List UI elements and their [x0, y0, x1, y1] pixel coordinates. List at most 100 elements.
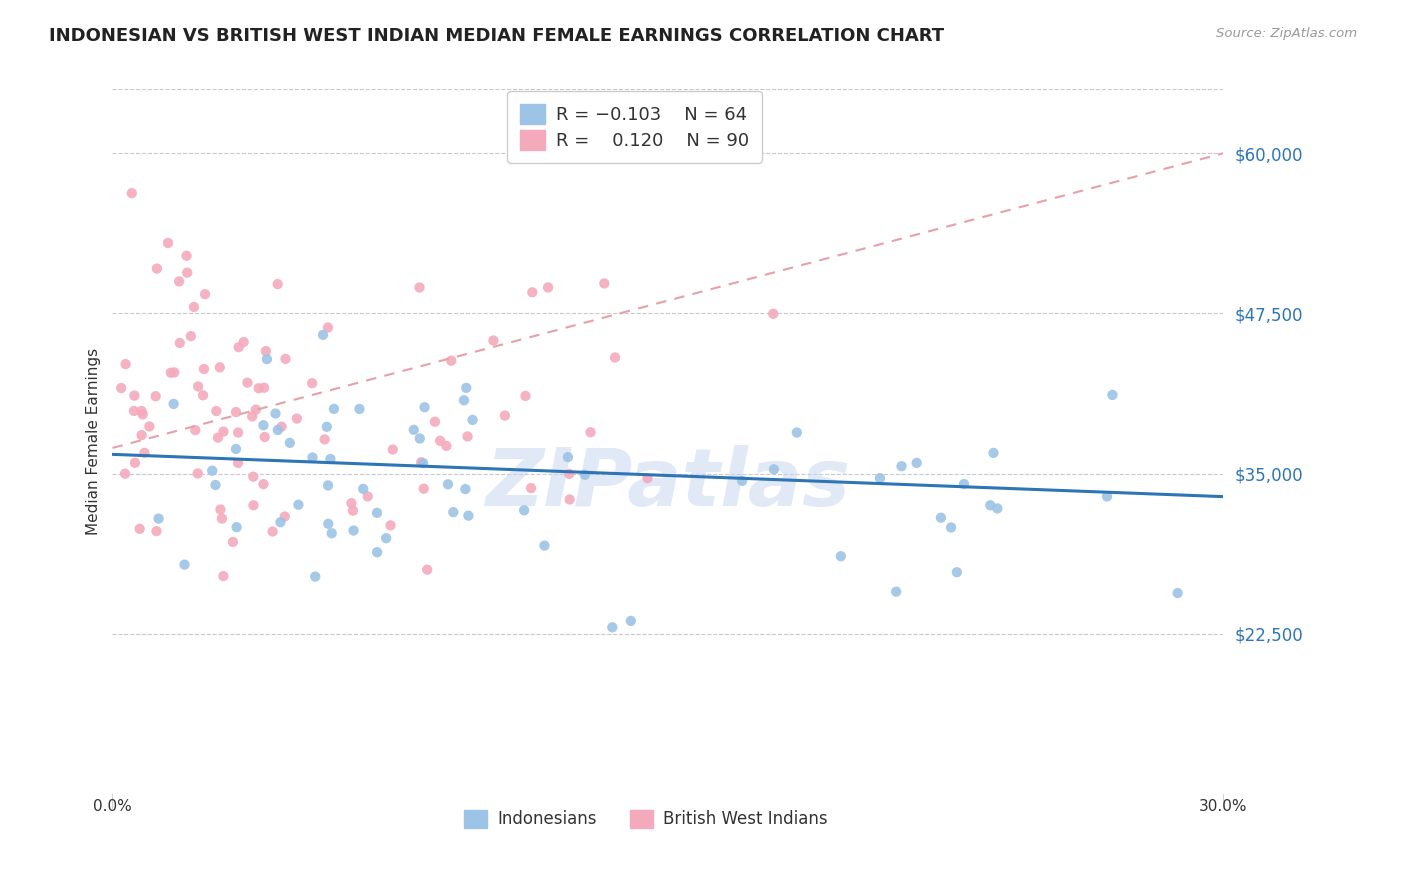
Point — [352, 482, 374, 496]
Point — [205, 404, 228, 418]
Point — [304, 569, 326, 583]
Point — [579, 425, 602, 440]
Point — [366, 545, 388, 559]
Point — [423, 415, 446, 429]
Point — [440, 353, 463, 368]
Point — [187, 467, 209, 481]
Point — [212, 425, 235, 439]
Point — [1101, 388, 1123, 402]
Point — [461, 413, 484, 427]
Point — [173, 558, 195, 572]
Point — [515, 389, 537, 403]
Point — [380, 518, 402, 533]
Point — [375, 531, 398, 545]
Point — [905, 456, 928, 470]
Point — [278, 436, 301, 450]
Point — [402, 423, 425, 437]
Point — [321, 526, 343, 541]
Point — [226, 456, 249, 470]
Point — [884, 584, 907, 599]
Point — [183, 300, 205, 314]
Point — [381, 442, 404, 457]
Point — [437, 477, 460, 491]
Point — [138, 419, 160, 434]
Point — [416, 563, 439, 577]
Point — [786, 425, 808, 440]
Point — [131, 404, 153, 418]
Point — [342, 504, 364, 518]
Point — [157, 235, 180, 250]
Point — [316, 320, 339, 334]
Point — [520, 481, 543, 495]
Point — [408, 280, 430, 294]
Point — [441, 505, 464, 519]
Point — [557, 450, 579, 464]
Point — [194, 287, 217, 301]
Point — [762, 462, 785, 476]
Point — [637, 471, 659, 485]
Point — [269, 515, 291, 529]
Point — [558, 467, 581, 481]
Point — [242, 469, 264, 483]
Point — [247, 381, 270, 395]
Point — [979, 498, 1001, 512]
Point — [121, 186, 143, 201]
Point — [301, 450, 323, 465]
Point — [929, 510, 952, 524]
Point — [184, 423, 207, 437]
Point — [252, 418, 274, 433]
Point — [110, 381, 132, 395]
Point — [245, 402, 267, 417]
Point — [366, 506, 388, 520]
Point — [983, 446, 1005, 460]
Point — [253, 430, 276, 444]
Point — [232, 335, 254, 350]
Point — [274, 509, 297, 524]
Point — [731, 474, 754, 488]
Point — [456, 381, 478, 395]
Point — [201, 464, 224, 478]
Point — [262, 524, 284, 539]
Point — [318, 516, 340, 531]
Point — [429, 434, 451, 448]
Point — [558, 492, 581, 507]
Point — [132, 408, 155, 422]
Point — [162, 397, 184, 411]
Point — [208, 360, 231, 375]
Point — [134, 446, 156, 460]
Point — [176, 249, 198, 263]
Point — [411, 455, 433, 469]
Point — [412, 456, 434, 470]
Point — [533, 539, 555, 553]
Point — [434, 439, 457, 453]
Point — [494, 409, 516, 423]
Point — [114, 357, 136, 371]
Point — [323, 401, 346, 416]
Point — [226, 425, 249, 440]
Point — [204, 478, 226, 492]
Point — [602, 620, 624, 634]
Point — [869, 471, 891, 485]
Point — [620, 614, 643, 628]
Point — [453, 393, 475, 408]
Point — [357, 490, 380, 504]
Point — [1167, 586, 1189, 600]
Point — [240, 409, 263, 424]
Point — [180, 329, 202, 343]
Point — [270, 419, 292, 434]
Point — [409, 432, 432, 446]
Y-axis label: Median Female Earnings: Median Female Earnings — [86, 348, 101, 535]
Point — [316, 478, 339, 492]
Point — [236, 376, 259, 390]
Point — [211, 511, 233, 525]
Point — [513, 503, 536, 517]
Point — [159, 366, 181, 380]
Point — [228, 340, 250, 354]
Point — [253, 381, 276, 395]
Point — [187, 379, 209, 393]
Point — [274, 351, 297, 366]
Point — [225, 405, 247, 419]
Point — [342, 524, 364, 538]
Point — [522, 285, 544, 300]
Legend: Indonesians, British West Indians: Indonesians, British West Indians — [457, 803, 834, 835]
